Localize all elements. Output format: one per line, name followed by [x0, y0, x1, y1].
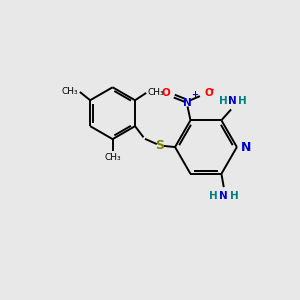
- Text: -: -: [209, 85, 214, 95]
- Text: S: S: [155, 139, 164, 152]
- Text: H: H: [230, 191, 238, 201]
- Text: H: H: [209, 191, 218, 201]
- Text: CH₃: CH₃: [148, 88, 164, 98]
- Text: O: O: [161, 88, 170, 98]
- Text: N: N: [241, 141, 251, 154]
- Text: O: O: [204, 88, 213, 98]
- Text: N: N: [219, 191, 228, 201]
- Text: CH₃: CH₃: [104, 153, 121, 162]
- Text: CH₃: CH₃: [62, 88, 78, 97]
- Text: H: H: [238, 96, 247, 106]
- Text: N: N: [183, 98, 192, 108]
- Text: H: H: [218, 96, 227, 106]
- Text: +: +: [191, 90, 198, 99]
- Text: N: N: [228, 96, 237, 106]
